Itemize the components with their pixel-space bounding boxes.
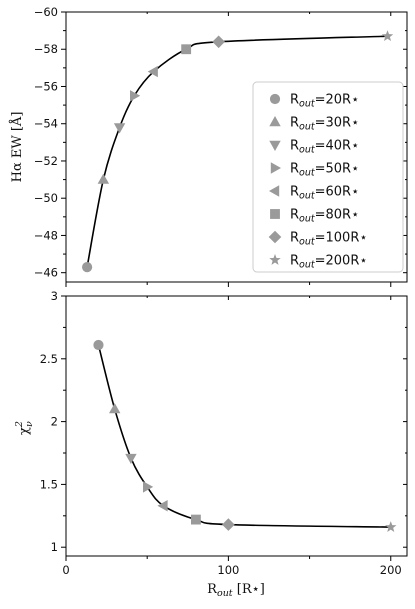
top-x-ticks [65, 12, 392, 287]
y-tick-label: 1 [51, 540, 58, 554]
data-point-diamond [212, 35, 225, 49]
y-tick-label: −52 [34, 154, 58, 168]
y-tick-label: 2.5 [40, 352, 58, 366]
legend-marker-star [269, 254, 281, 265]
legend: Rout=20R⋆ Rout=30R⋆ Rout=40R⋆ Rout=50R⋆ Rout… [252, 81, 404, 273]
data-point-square [181, 44, 192, 55]
top-series-points [82, 30, 394, 273]
data-point-triangle-left [147, 65, 158, 78]
y-tick-label: −48 [34, 228, 58, 242]
bottom-y-axis-label: χ2ν [14, 421, 35, 435]
data-point-triangle-down [125, 453, 137, 465]
y-tick-label: −46 [34, 266, 58, 280]
x-tick-label: 0 [62, 563, 69, 577]
legend-marker-circle [269, 93, 281, 105]
legend-entry-label: Rout=80R⋆ [290, 208, 359, 225]
top-panel: −46 −48 −50 −52 −54 −56 −58 −60 Hα EW [Å] [9, 5, 408, 287]
legend-entry-label: Rout=100R⋆ [290, 231, 368, 248]
legend-box [252, 81, 404, 273]
bottom-panel-frame [65, 295, 408, 557]
data-point-circle [93, 339, 104, 351]
y-tick-label: −50 [34, 191, 58, 205]
data-point-square [190, 514, 201, 525]
legend-entry-label: Rout=200R⋆ [290, 254, 368, 271]
top-y-ticks: −46 −48 −50 −52 −54 −56 −58 −60 [34, 5, 407, 280]
legend-marker-triangle-left [269, 185, 280, 197]
legend-marker-triangle-right [270, 162, 281, 174]
y-tick-label: −60 [34, 5, 58, 19]
y-tick-label: −56 [34, 79, 58, 93]
legend-entry-label: Rout=60R⋆ [290, 185, 359, 202]
y-tick-label: 3 [51, 289, 58, 303]
data-point-star [381, 30, 394, 42]
legend-entry-label: Rout=20R⋆ [290, 93, 359, 110]
bottom-series-line [97, 344, 391, 528]
y-tick-label: 1.5 [40, 477, 58, 491]
y-tick-label: −58 [34, 42, 58, 56]
legend-entry-label: Rout=50R⋆ [290, 162, 359, 179]
legend-marker-diamond [268, 230, 282, 244]
legend-items: Rout=20R⋆ Rout=30R⋆ Rout=40R⋆ Rout=50R⋆ Rout… [268, 93, 368, 271]
y-tick-label: −54 [34, 117, 58, 131]
legend-marker-triangle-up [269, 116, 281, 127]
data-point-diamond [222, 518, 235, 531]
bottom-x-axis-label: Rout [R⋆] [207, 582, 265, 599]
top-y-axis-label: Hα EW [Å] [9, 112, 25, 183]
bottom-panel: 1 1.5 2 2.5 3 0 100 200 χ2ν Rout [R⋆] [14, 289, 408, 599]
data-point-triangle-down [113, 123, 126, 134]
data-point-star [385, 521, 397, 532]
data-point-triangle-left [157, 500, 168, 512]
data-point-triangle-up [109, 403, 121, 414]
data-point-triangle-right [142, 481, 154, 493]
data-point-triangle-up [97, 173, 110, 184]
legend-entry-label: Rout=30R⋆ [290, 116, 359, 133]
y-tick-label: 2 [51, 415, 58, 429]
x-tick-label: 100 [217, 563, 239, 577]
legend-marker-triangle-down [269, 140, 281, 151]
bottom-x-ticks: 0 100 200 [62, 296, 402, 577]
legend-marker-square [270, 209, 280, 219]
bottom-y-ticks: 1 1.5 2 2.5 3 [40, 289, 407, 554]
x-tick-label: 200 [380, 563, 402, 577]
data-point-triangle-right [130, 90, 141, 102]
top-panel-frame [65, 11, 408, 283]
data-point-circle [82, 262, 93, 273]
legend-entry-label: Rout=40R⋆ [290, 139, 359, 156]
bottom-series-points [93, 339, 397, 532]
